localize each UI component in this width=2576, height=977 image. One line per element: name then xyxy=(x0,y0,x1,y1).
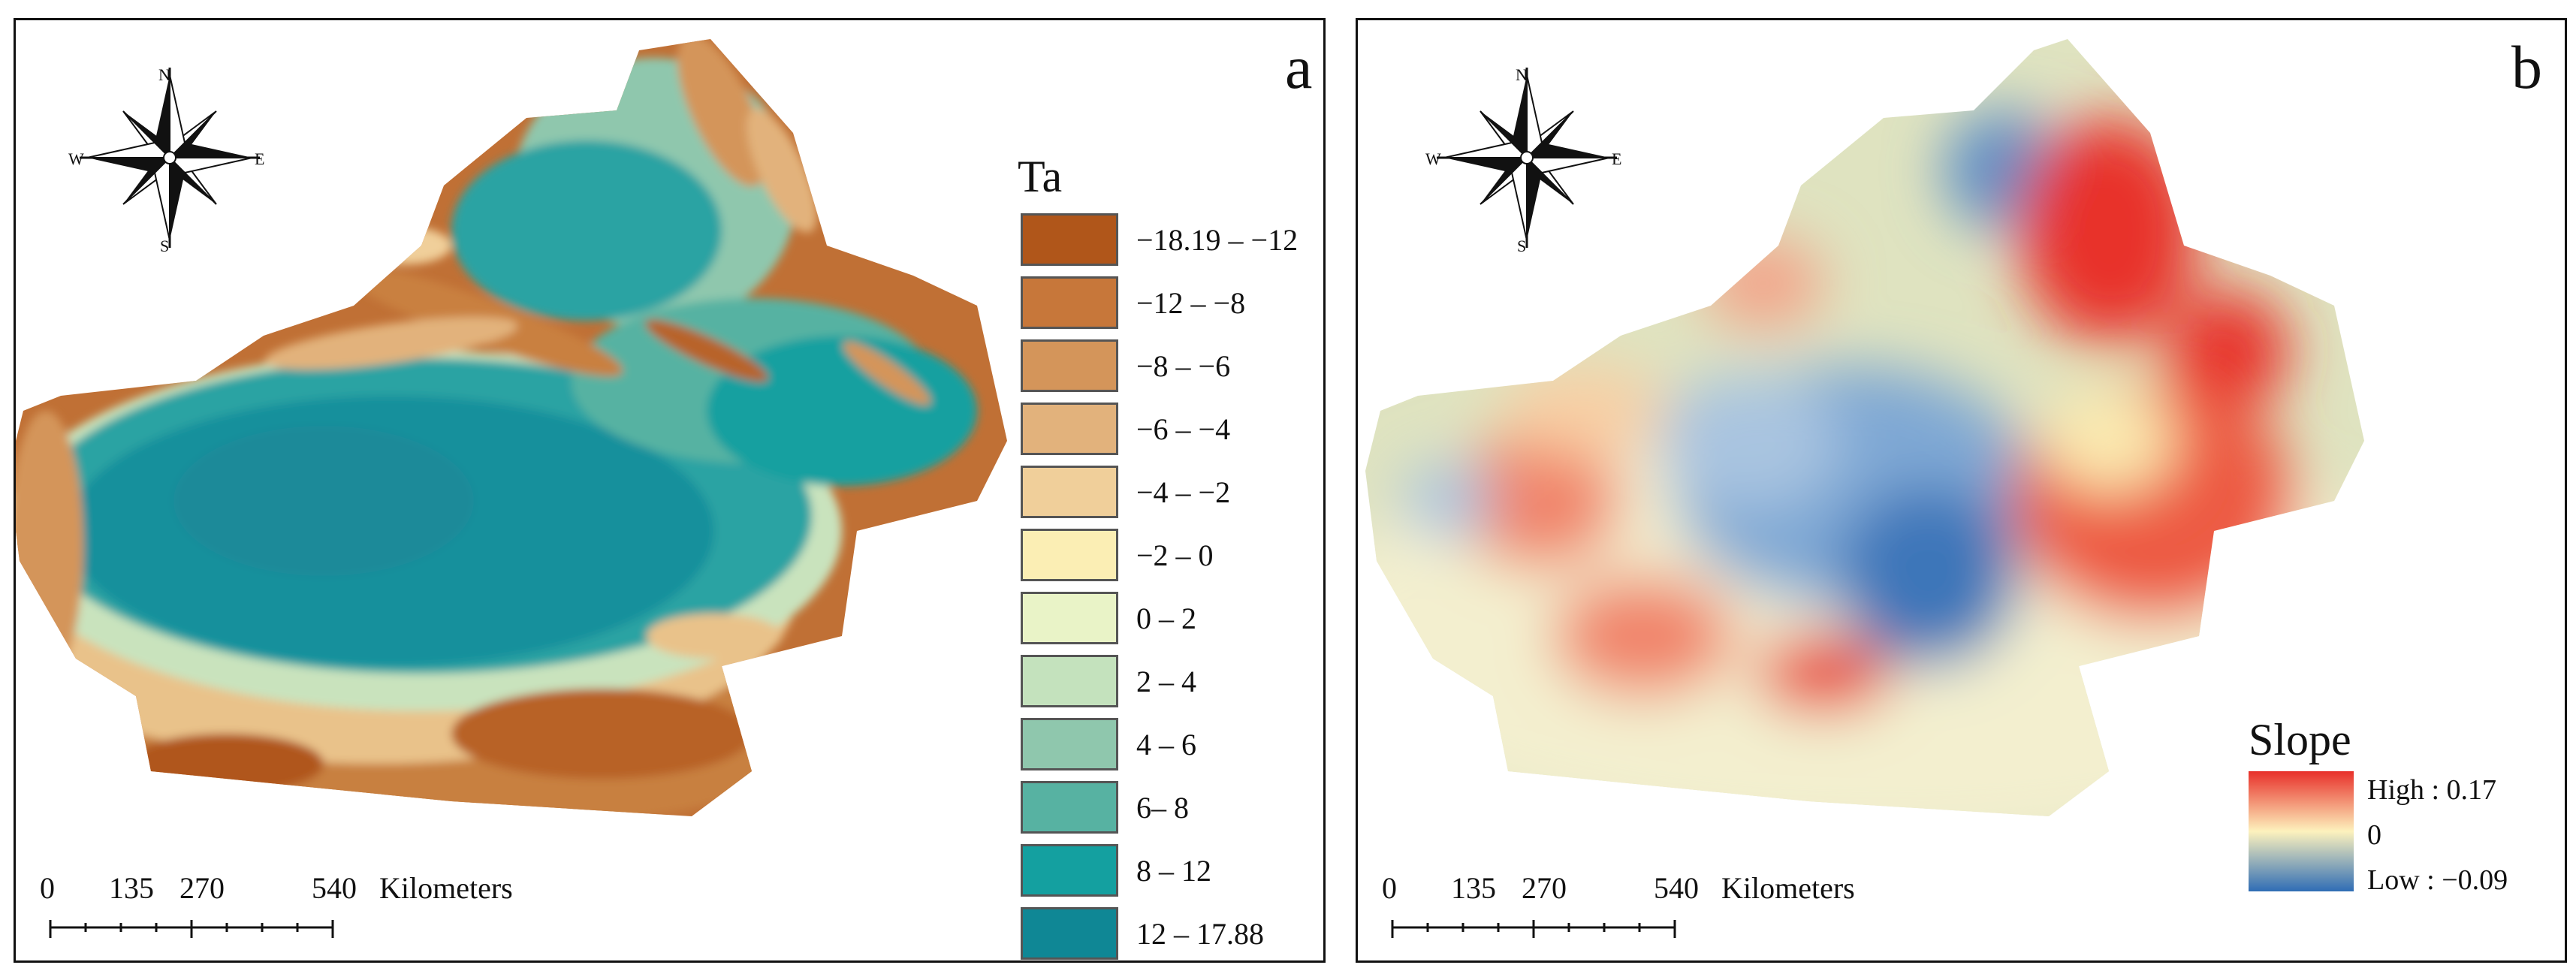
scale-tick-540: 540 xyxy=(312,871,357,905)
scale-unit: Kilometers xyxy=(379,871,513,905)
legend-title-b: Slope xyxy=(2249,715,2351,764)
legend-a-label: 8 – 12 xyxy=(1136,853,1211,888)
ramp-high-label: High : 0.17 xyxy=(2367,774,2497,806)
legend-a-item: 12 – 17.88 xyxy=(1021,906,1264,960)
scale-tick-0: 0 xyxy=(40,871,55,905)
legend-a-swatch xyxy=(1021,529,1118,581)
legend-a-item: −18.19 – −12 xyxy=(1021,213,1298,267)
legend-a-label: −6 – −4 xyxy=(1136,412,1231,446)
legend-a-label: −8 – −6 xyxy=(1136,348,1231,383)
compass-s-b: S xyxy=(1517,237,1527,255)
scale-tick-540: 540 xyxy=(1654,871,1699,905)
legend-title-a: Ta xyxy=(1018,152,1063,201)
map-panel-a: a xyxy=(14,18,1326,963)
scale-bar-line-b xyxy=(1391,920,1676,938)
scale-bar-a: 0 135 270 540 Kilometers xyxy=(34,871,513,956)
panel-letter-b: b xyxy=(2511,33,2542,101)
legend-a-item: 2 – 4 xyxy=(1021,654,1196,708)
scale-tick-135: 135 xyxy=(109,871,154,905)
north-arrow-a: N S E W xyxy=(46,34,294,282)
map-panel-b: b xyxy=(1356,18,2567,963)
legend-a-label: 6– 8 xyxy=(1136,790,1189,825)
legend-a-label: 4 – 6 xyxy=(1136,727,1196,761)
legend-a-swatch xyxy=(1021,781,1118,834)
compass-n-a: N xyxy=(158,65,170,84)
legend-a-item: 8 – 12 xyxy=(1021,843,1211,897)
scale-unit: Kilometers xyxy=(1721,871,1855,905)
slope-map xyxy=(1365,39,2364,816)
scale-tick-270: 270 xyxy=(179,871,225,905)
legend-a-swatch xyxy=(1021,466,1118,518)
legend-a-item: 4 – 6 xyxy=(1021,717,1196,771)
compass-e-b: E xyxy=(1612,149,1622,168)
compass-s-a: S xyxy=(160,237,170,255)
legend-a-label: −4 – −2 xyxy=(1136,475,1231,509)
legend-a-swatch xyxy=(1021,403,1118,455)
legend-a-label: −2 – 0 xyxy=(1136,538,1214,572)
legend-a-item: 0 – 2 xyxy=(1021,591,1196,645)
north-arrow-b: N S E W xyxy=(1403,34,1651,282)
legend-a-item: −6 – −4 xyxy=(1021,402,1230,456)
scale-tick-0: 0 xyxy=(1382,871,1397,905)
legend-a-item: −2 – 0 xyxy=(1021,528,1214,582)
legend-a-label: 12 – 17.88 xyxy=(1136,916,1264,951)
scale-bar-line-a xyxy=(49,920,334,938)
legend-a-swatch xyxy=(1021,592,1118,644)
legend-a-swatch xyxy=(1021,276,1118,329)
ramp-low-label: Low : −0.09 xyxy=(2367,864,2508,896)
legend-a-item: −8 – −6 xyxy=(1021,339,1230,393)
scale-bar-b: 0 135 270 540 Kilometers xyxy=(1376,871,1855,956)
compass-n-b: N xyxy=(1516,65,1528,84)
compass-w-a: W xyxy=(68,149,84,168)
ramp-mid-label: 0 xyxy=(2367,819,2381,851)
legend-a-swatch xyxy=(1021,844,1118,897)
scale-tick-135: 135 xyxy=(1451,871,1496,905)
legend-a-item: 6– 8 xyxy=(1021,780,1189,834)
legend-a-label: 0 – 2 xyxy=(1136,601,1196,635)
scale-tick-270: 270 xyxy=(1522,871,1567,905)
legend-a-label: 2 – 4 xyxy=(1136,664,1196,698)
legend-a-label: −18.19 – −12 xyxy=(1136,222,1299,257)
compass-w-b: W xyxy=(1425,149,1441,168)
legend-a-swatch xyxy=(1021,907,1118,960)
legend-a-swatch xyxy=(1021,213,1118,266)
legend-a-label: −12 – −8 xyxy=(1136,285,1246,320)
compass-e-a: E xyxy=(255,149,265,168)
legend-a-item: −4 – −2 xyxy=(1021,465,1230,519)
slope-color-ramp xyxy=(2249,771,2354,891)
legend-a-item: −12 – −8 xyxy=(1021,276,1245,330)
legend-a-swatch xyxy=(1021,339,1118,392)
ta-map xyxy=(16,39,1007,816)
legend-a-swatch xyxy=(1021,655,1118,707)
panel-letter-a: a xyxy=(1285,33,1313,101)
legend-a-swatch xyxy=(1021,718,1118,770)
